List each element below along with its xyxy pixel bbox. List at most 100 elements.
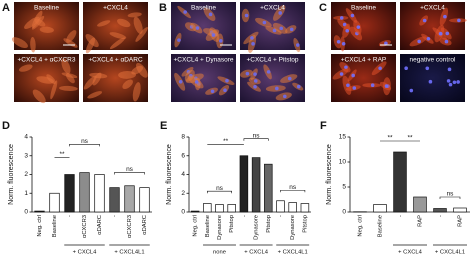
y-tick-label: 2: [181, 190, 185, 197]
nucleus: [352, 86, 357, 90]
cell: [32, 89, 46, 104]
nucleus: [446, 79, 451, 83]
y-tick-label: 0: [342, 209, 346, 216]
cell: [61, 58, 71, 74]
x-tick-label: -: [112, 215, 118, 217]
image-label: +CXCL4 + αDARC: [88, 57, 143, 64]
x-tick-label: Pitstop: [302, 215, 308, 233]
bar: [94, 174, 105, 213]
significance-label: ns: [447, 191, 455, 198]
y-axis-label: Norm. fluorescence: [326, 144, 333, 205]
nucleus: [417, 39, 421, 44]
cell: [117, 18, 131, 28]
image-label: +CXCL4: [260, 5, 285, 12]
bar: [276, 200, 285, 213]
nucleus: [253, 79, 258, 83]
nucleus: [282, 94, 287, 99]
bar: [139, 187, 150, 213]
x-tick-label: Baseline: [378, 215, 384, 237]
nucleus: [457, 18, 461, 23]
bar: [239, 155, 249, 213]
y-tick-label: 15: [339, 134, 347, 141]
bar: [34, 210, 45, 213]
y-tick-label: 4: [181, 171, 185, 178]
image-label: Baseline: [191, 5, 216, 12]
nucleus: [287, 76, 292, 81]
y-tick-label: 1: [24, 190, 28, 197]
x-tick-label: -: [438, 215, 444, 217]
panel-letter: C: [319, 2, 327, 14]
group-label: + CXCL4L1: [435, 250, 465, 256]
image-label: +CXCL4 + Dynasore: [174, 57, 234, 64]
significance-bracket: [280, 189, 306, 193]
cell: [135, 26, 148, 42]
nucleus: [195, 26, 200, 30]
nucleus: [194, 80, 199, 84]
bar: [227, 204, 236, 213]
nucleus: [253, 84, 257, 89]
image-label: +CXCL4 + Pitstop: [246, 57, 298, 64]
x-tick-label: Pitstop: [266, 215, 272, 233]
bar: [79, 172, 90, 213]
x-tick-label: Dynasore: [217, 215, 223, 240]
y-axis-label: Norm. fluorescence: [8, 144, 15, 205]
cell: [59, 85, 78, 91]
nucleus: [339, 16, 344, 20]
group-label: + CXCL4: [244, 250, 268, 256]
bar: [413, 196, 427, 213]
x-tick-label: Neg. ctrl: [193, 215, 199, 237]
significance-bracket: [114, 172, 145, 175]
cell: [50, 80, 58, 100]
group-label: + CXCL4: [398, 250, 422, 256]
nucleus: [384, 84, 389, 88]
nucleus: [422, 18, 427, 23]
nucleus: [384, 41, 388, 46]
significance-label: ns: [253, 132, 261, 139]
x-tick-label: -: [241, 215, 247, 217]
micrograph: [400, 54, 465, 102]
nucleus: [289, 27, 294, 32]
x-tick-label: RAP: [418, 215, 424, 227]
x-tick-label: Pitstop: [229, 215, 235, 233]
significance-label: ns: [126, 166, 134, 173]
bar: [251, 157, 261, 213]
nucleus: [444, 39, 449, 44]
cell: [89, 72, 108, 79]
bar: [109, 187, 120, 213]
nucleus: [445, 31, 450, 36]
bar: [124, 185, 135, 213]
bar: [264, 163, 273, 213]
panel-letter: B: [159, 2, 167, 14]
x-tick-label: αCXCR3: [127, 215, 133, 238]
cell: [109, 32, 127, 39]
nucleus: [409, 88, 414, 93]
nucleus: [339, 72, 344, 76]
x-tick-label: Neg. ctrl: [37, 215, 43, 237]
x-tick-label: Neg. ctrl: [358, 215, 364, 237]
nucleus: [404, 66, 408, 71]
image-label: negative control: [410, 57, 456, 64]
nucleus: [336, 39, 341, 44]
x-tick-label: -: [398, 215, 404, 217]
cell: [83, 75, 97, 90]
x-tick-label: -: [67, 215, 73, 217]
nucleus: [345, 29, 350, 33]
y-tick-label: 2: [24, 171, 28, 178]
bar: [453, 207, 467, 213]
nucleus: [356, 25, 361, 29]
image-label: +CXCL4: [103, 5, 128, 12]
cell: [135, 62, 148, 78]
nucleus: [225, 78, 229, 83]
x-tick-label: αDARC: [97, 215, 103, 235]
cell: [18, 64, 33, 72]
panel-letter: A: [2, 2, 10, 14]
significance-label: **: [59, 151, 65, 158]
cell: [133, 16, 143, 34]
y-tick-label: 8: [181, 134, 185, 141]
cell: [109, 37, 126, 50]
x-tick-label: αDARC: [142, 215, 148, 235]
x-tick-label: Baseline: [205, 215, 211, 237]
nucleus: [296, 84, 301, 89]
significance-bracket: [69, 144, 100, 147]
nucleus: [244, 13, 249, 18]
